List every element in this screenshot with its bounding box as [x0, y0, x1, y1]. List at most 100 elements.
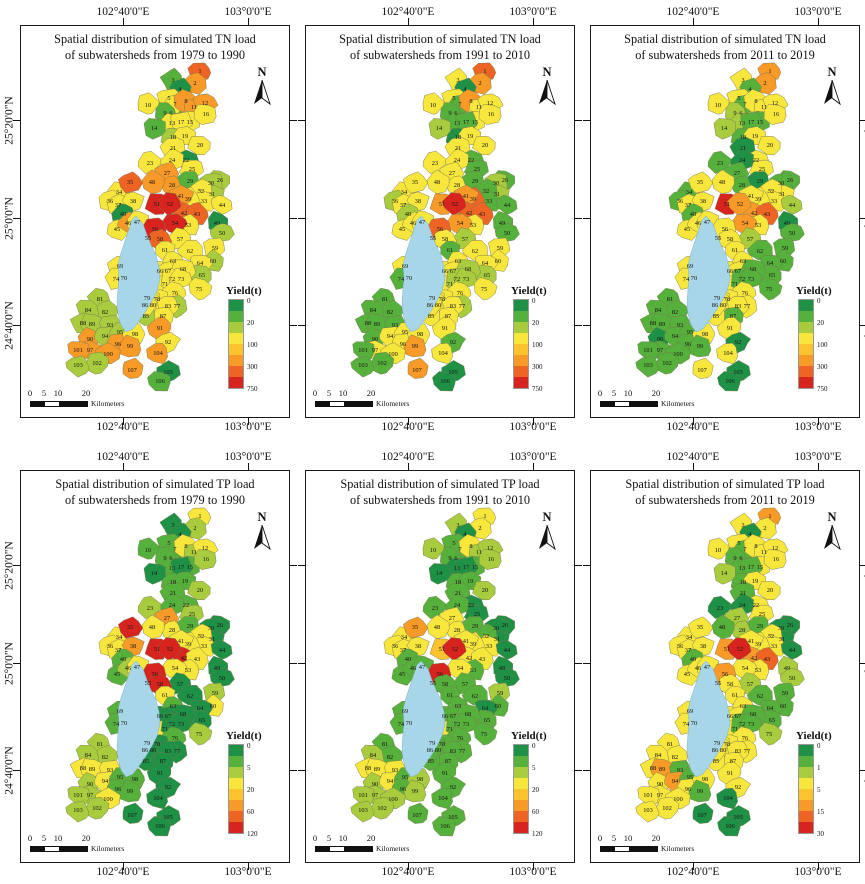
subwatershed-number: 83 — [450, 303, 456, 310]
north-label: N — [827, 510, 837, 524]
scale-bar: 0 5 10 20 Kilometers — [313, 834, 409, 853]
subwatershed-number: 59 — [497, 245, 503, 252]
subwatershed-20 — [472, 136, 496, 156]
subwatershed-number: 18 — [170, 579, 176, 586]
axis-tick — [583, 770, 590, 772]
subwatershed-number: 18 — [740, 134, 746, 141]
subwatershed-number: 20 — [482, 587, 488, 594]
subwatershed-number: 95 — [117, 329, 123, 336]
lake — [116, 660, 161, 778]
subwatershed-number: 107 — [412, 367, 422, 374]
subwatershed-number: 71 — [447, 281, 453, 288]
subwatershed-number: 47 — [419, 219, 426, 226]
subwatershed-48 — [711, 169, 735, 195]
subwatershed-99 — [118, 334, 142, 358]
subwatershed-number: 90 — [87, 781, 93, 788]
subwatershed-number: 87 — [160, 758, 167, 765]
subwatershed-number: 82 — [387, 754, 393, 761]
subwatershed-number: 17 — [748, 119, 755, 126]
subwatershed-number: 53 — [755, 667, 761, 674]
north-arrow-icon — [824, 79, 841, 105]
subwatershed-number: 36 — [107, 198, 113, 205]
subwatershed-number: 102 — [92, 360, 102, 367]
subwatershed-number: 25 — [189, 611, 195, 618]
subwatershed-number: 20 — [197, 587, 203, 594]
subwatershed-number: 42 — [751, 210, 757, 217]
subwatershed-number: 105 — [733, 369, 743, 376]
subwatershed-number: 69 — [402, 708, 408, 715]
subwatershed-number: 101 — [358, 792, 368, 799]
subwatershed-20 — [757, 136, 781, 156]
axis-tick — [248, 18, 250, 25]
subwatershed-number: 54 — [457, 220, 464, 227]
scale-bar-number: 20 — [651, 388, 661, 398]
scale-bar-number: 5 — [41, 833, 47, 843]
scale-bar-number: 0 — [27, 833, 33, 843]
subwatershed-number: 72 — [739, 276, 745, 283]
axis-tick — [575, 325, 582, 327]
subwatershed-number: 101 — [73, 792, 83, 799]
subwatershed-number: 17 — [178, 564, 185, 571]
subwatershed-number: 14 — [721, 125, 728, 132]
subwatershed-number: 44 — [219, 647, 226, 654]
subwatershed-number: 22 — [468, 602, 474, 609]
legend-value: 15 — [817, 808, 824, 816]
axis-tick — [13, 325, 20, 327]
subwatershed-number: 56 — [437, 671, 443, 678]
subwatershed-number: 24 — [739, 602, 746, 609]
subwatershed-35 — [403, 616, 429, 639]
subwatershed-number: 68 — [465, 711, 471, 718]
subwatershed-number: 61 — [162, 247, 168, 254]
subwatershed-number: 106 — [725, 378, 735, 385]
subwatershed-number: 104 — [153, 350, 163, 357]
subwatershed-number: 39 — [185, 196, 191, 203]
subwatershed-number: 29 — [757, 623, 763, 630]
subwatershed-number: 5 — [452, 95, 455, 102]
subwatershed-number: 49 — [784, 665, 790, 672]
axis-tick — [575, 663, 582, 665]
panel-title-line2: of subwatersheds from 2011 to 2019 — [635, 47, 815, 62]
subwatershed-number: 37 — [115, 647, 122, 654]
subwatershed-35 — [403, 171, 429, 194]
subwatershed-number: 82 — [387, 309, 393, 316]
legend-value: 0 — [532, 742, 536, 750]
subwatershed-number: 92 — [165, 784, 171, 791]
legend-title: Yield(t) — [796, 285, 832, 297]
subwatershed-14 — [713, 563, 736, 585]
subwatershed-number: 46 — [125, 665, 131, 672]
subwatershed-number: 93 — [107, 767, 113, 774]
longitude-label: 103°0'0"E — [224, 421, 272, 433]
scale-bar: 0 5 10 20 Kilometers — [313, 389, 409, 408]
subwatershed-number: 66 — [442, 268, 448, 275]
subwatershed-106 — [432, 371, 456, 392]
subwatershed-number: 37 — [685, 202, 692, 209]
subwatershed-75 — [758, 722, 783, 746]
longitude-label: 102°40'0"E — [666, 451, 720, 463]
subwatershed-number: 60 — [210, 258, 216, 265]
subwatershed-number: 106 — [155, 378, 165, 385]
subwatershed-44 — [210, 194, 233, 215]
subwatershed-number: 68 — [180, 266, 186, 273]
subwatershed-number: 33 — [771, 643, 777, 650]
subwatershed-number: 87 — [730, 758, 737, 765]
subwatershed-number: 21 — [740, 145, 746, 152]
subwatershed-number: 73 — [178, 721, 184, 728]
subwatershed-number: 40 — [690, 656, 696, 663]
subwatershed-107 — [692, 802, 714, 824]
subwatershed-number: 85 — [713, 758, 719, 765]
subwatershed-number: 75 — [481, 731, 487, 738]
subwatershed-number: 53 — [755, 222, 761, 229]
subwatershed-106 — [147, 816, 171, 837]
lake — [686, 215, 731, 333]
subwatershed-number: 37 — [685, 647, 692, 654]
legend: Yield(t) 0 20 100 300 750 — [511, 285, 569, 393]
subwatershed-number: 24 — [454, 157, 461, 164]
subwatershed-number: 51 — [154, 201, 160, 208]
subwatershed-number: 65 — [769, 717, 775, 724]
subwatershed-35 — [688, 616, 714, 639]
subwatershed-number: 97 — [657, 792, 664, 799]
subwatershed-number: 13 — [169, 120, 175, 127]
subwatershed-number: 80 — [435, 747, 441, 754]
subwatershed-44 — [780, 639, 803, 660]
